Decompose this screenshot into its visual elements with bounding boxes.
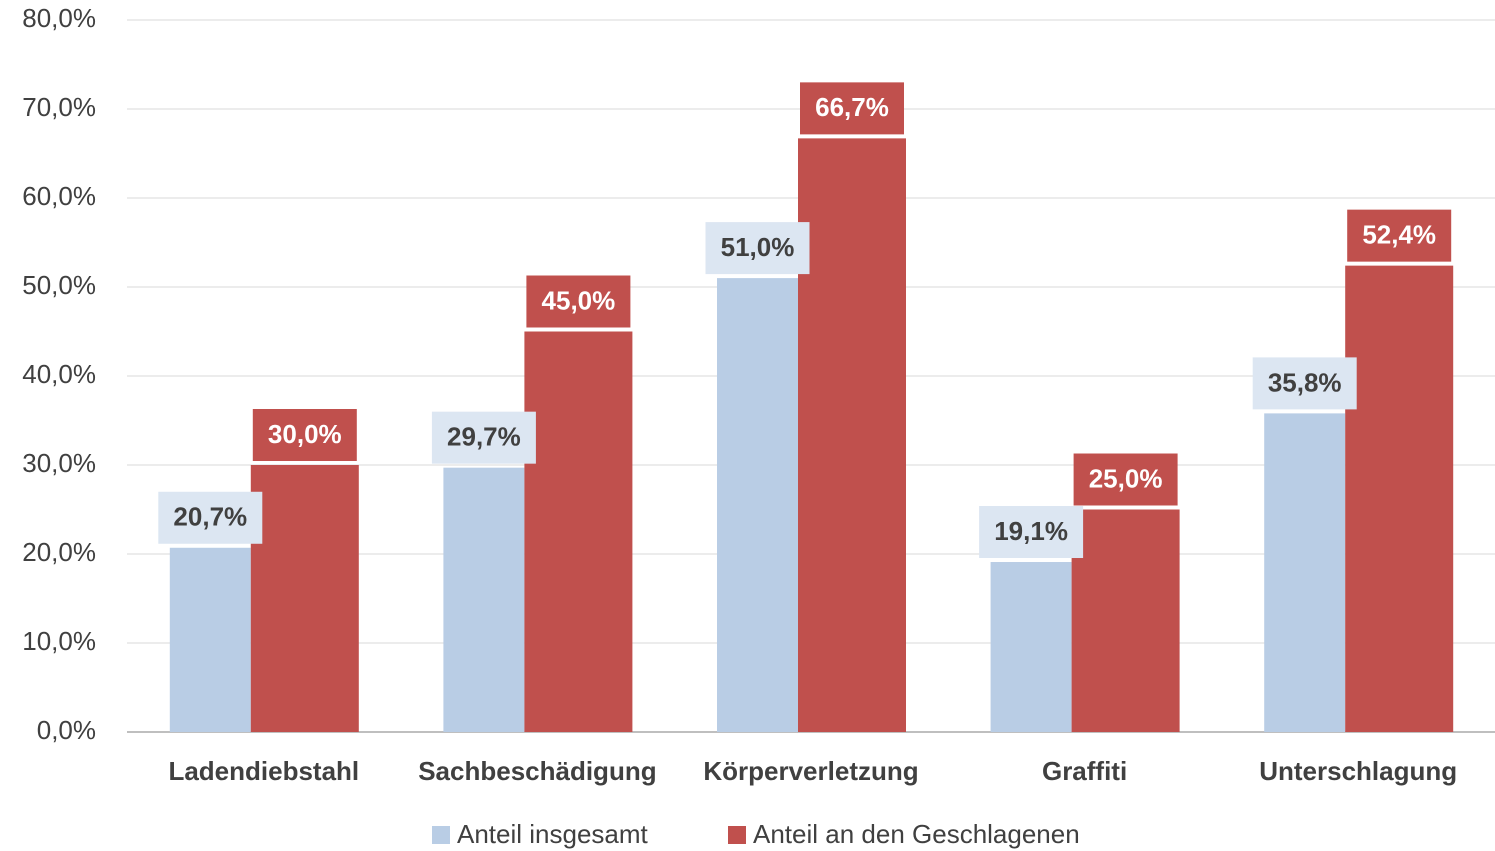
y-tick-label: 10,0% <box>22 626 96 656</box>
y-tick-label: 20,0% <box>22 537 96 567</box>
data-label-box <box>526 275 631 328</box>
bar <box>798 138 906 732</box>
data-label-box <box>252 409 357 461</box>
y-tick-label: 30,0% <box>22 448 96 478</box>
y-tick-label: 70,0% <box>22 92 96 122</box>
bar <box>1071 509 1180 732</box>
legend-swatch <box>728 826 746 844</box>
y-tick-label: 80,0% <box>22 3 96 33</box>
data-label-box <box>158 491 263 544</box>
bar <box>169 547 251 732</box>
y-tick-label: 40,0% <box>22 359 96 389</box>
y-tick-label: 50,0% <box>22 270 96 300</box>
data-label-box <box>800 82 904 135</box>
data-label: 51,0% <box>721 232 795 262</box>
data-label-box <box>1073 453 1178 506</box>
data-label-box <box>431 411 536 464</box>
data-label: 19,1% <box>994 516 1068 546</box>
data-label: 52,4% <box>1362 220 1436 250</box>
data-label-box <box>1252 357 1357 410</box>
bar <box>443 467 525 732</box>
legend-label: Anteil insgesamt <box>457 819 649 849</box>
data-label: 35,8% <box>1268 367 1342 397</box>
x-tick-label: Sachbeschädigung <box>418 756 656 786</box>
data-label: 30,0% <box>268 419 342 449</box>
data-label-box <box>705 222 810 275</box>
data-label-box <box>979 506 1084 559</box>
x-tick-label: Graffiti <box>1042 756 1127 786</box>
bar <box>717 278 798 732</box>
y-tick-label: 0,0% <box>37 715 96 745</box>
bar <box>990 562 1072 732</box>
data-label-box <box>1347 209 1452 262</box>
bar <box>250 465 359 732</box>
bar <box>1345 265 1454 732</box>
legend-swatch <box>432 826 450 844</box>
legend-label: Anteil an den Geschlagenen <box>753 819 1080 849</box>
x-tick-label: Ladendiebstahl <box>168 756 359 786</box>
x-tick-label: Körperverletzung <box>703 756 918 786</box>
data-label: 25,0% <box>1089 463 1163 493</box>
data-label: 45,0% <box>542 285 616 315</box>
data-label: 29,7% <box>447 422 521 452</box>
data-label: 66,7% <box>815 92 889 122</box>
y-tick-label: 60,0% <box>22 181 96 211</box>
bar <box>524 331 633 732</box>
x-tick-label: Unterschlagung <box>1259 756 1457 786</box>
bar <box>1264 413 1346 732</box>
data-label: 20,7% <box>173 502 247 532</box>
